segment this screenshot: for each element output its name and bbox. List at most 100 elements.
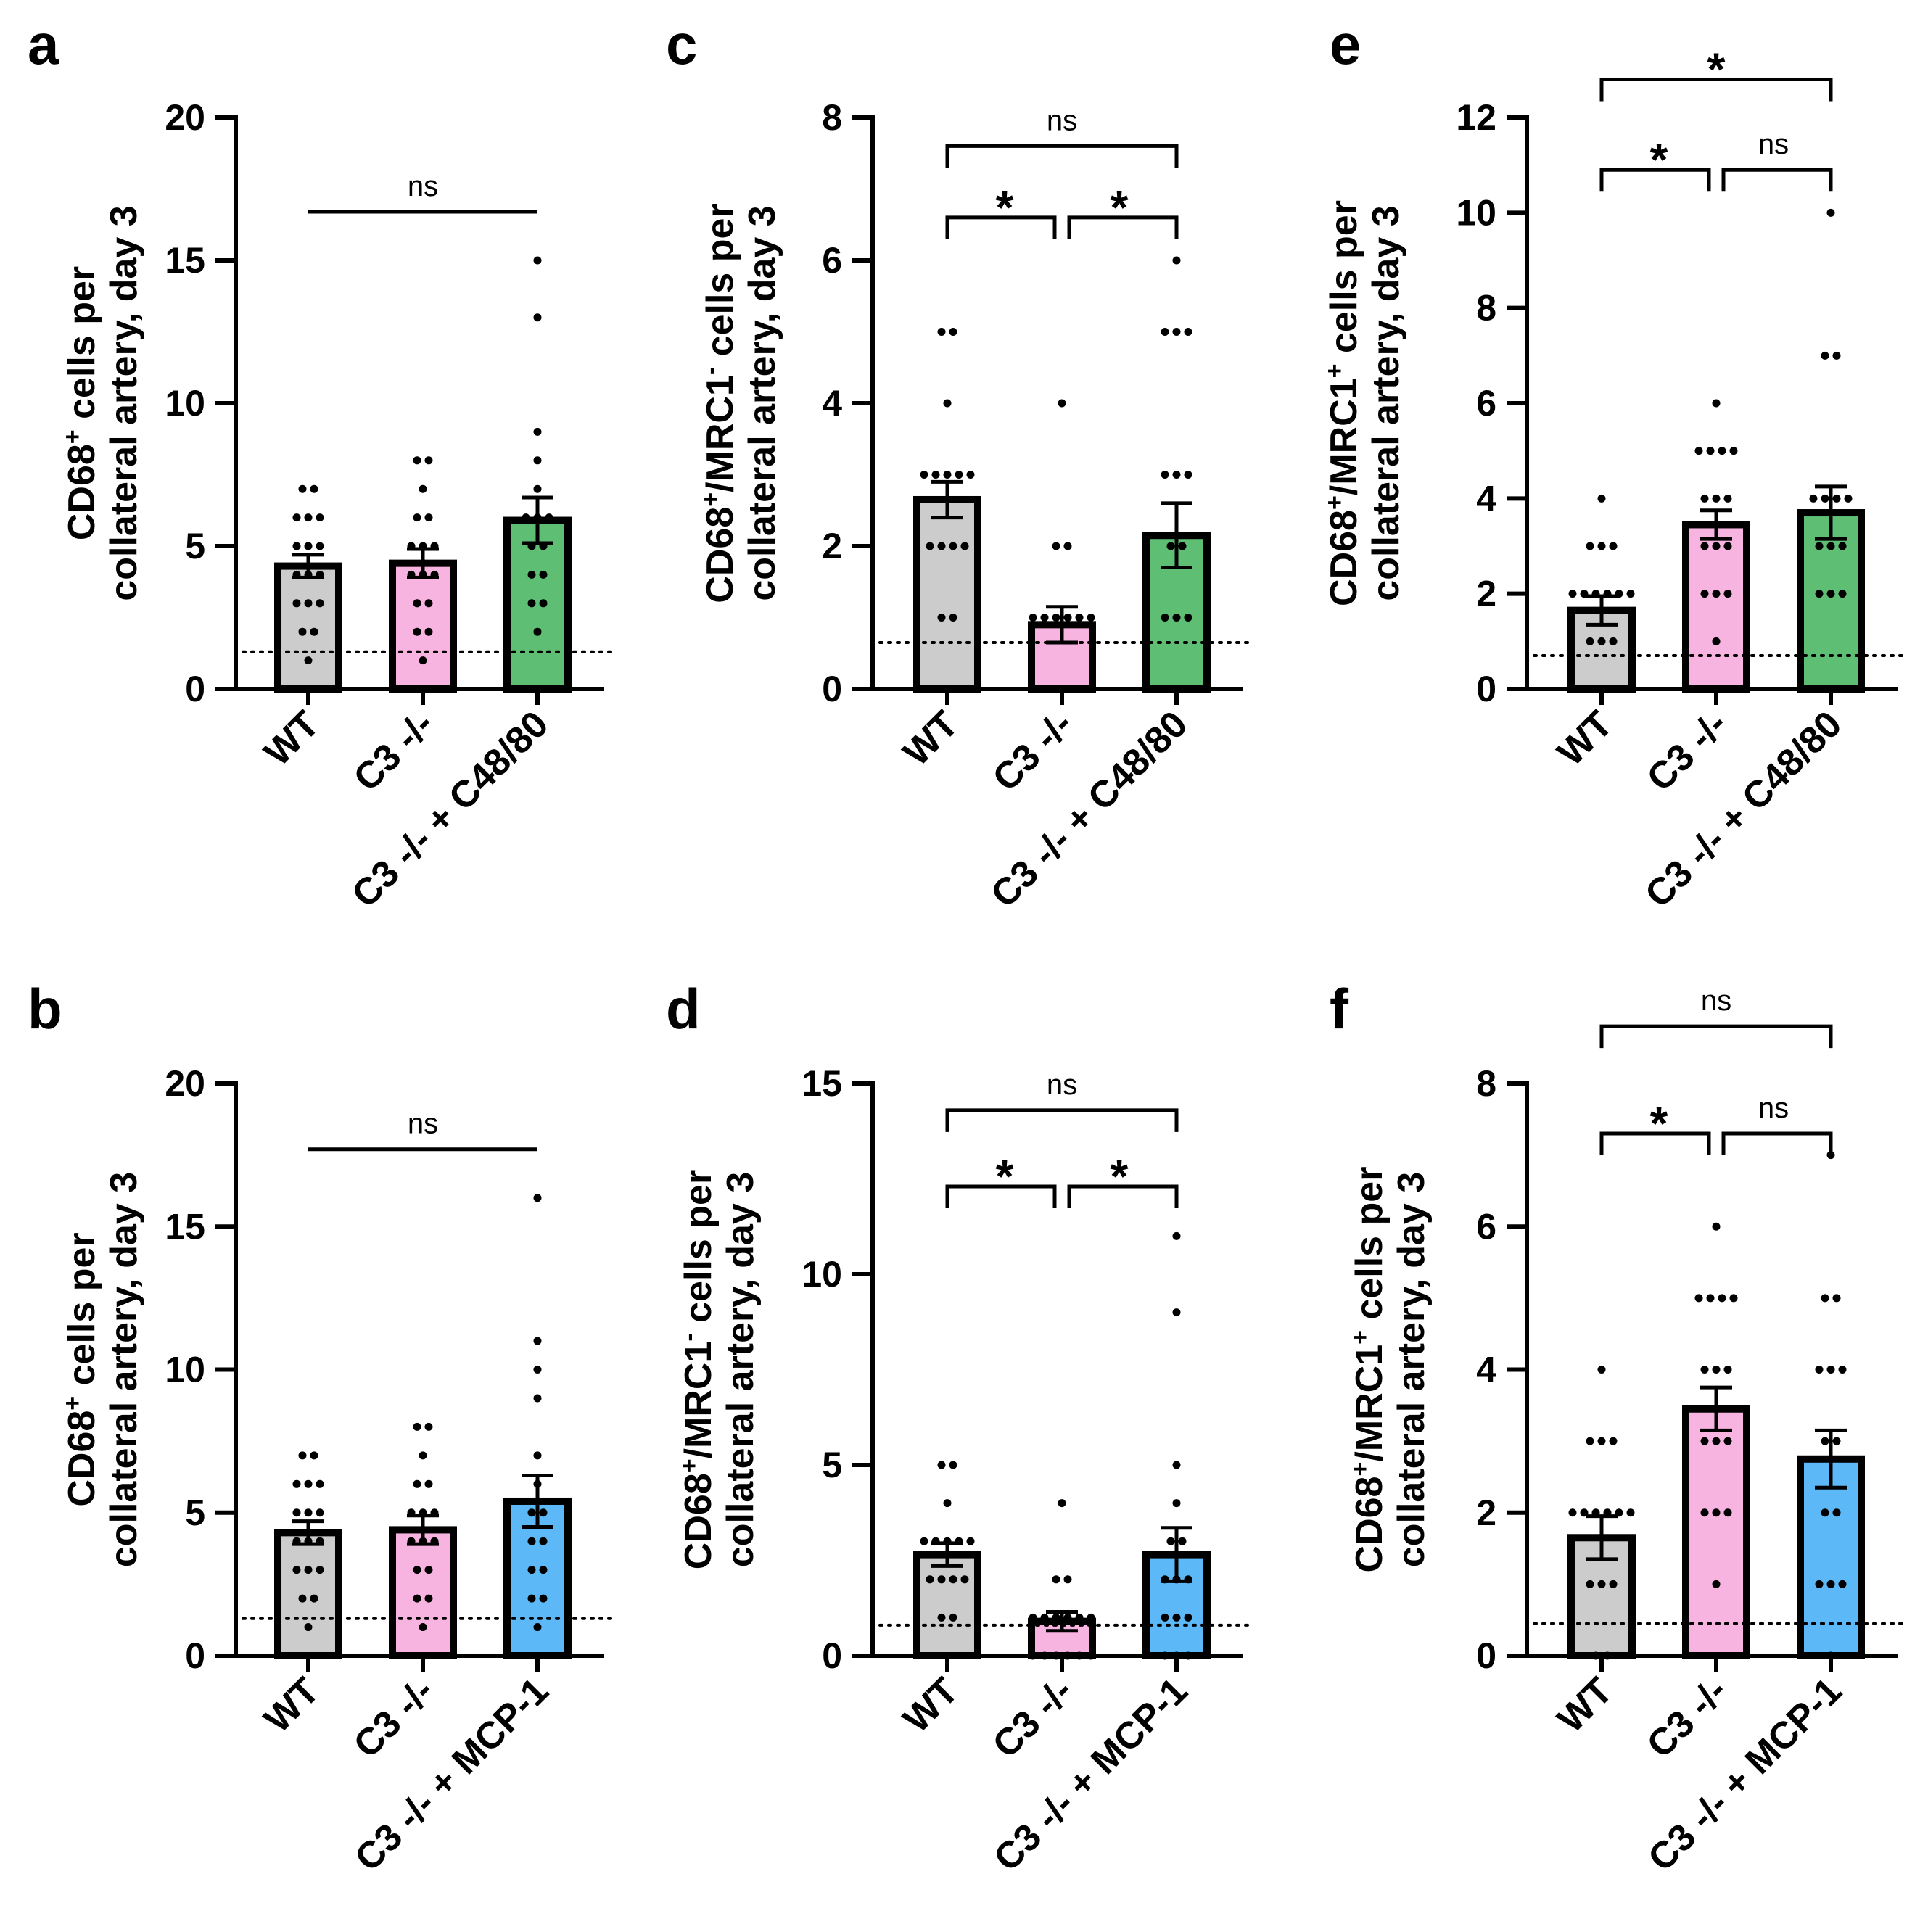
data-point [1184,1613,1192,1622]
data-point [1826,208,1835,217]
y-label-line-1: CD68+/MRC1+ cells per [1321,200,1365,606]
data-point [1626,1508,1635,1517]
data-point [413,513,421,522]
category-label: C3 -/- + MCP-1 [1640,1669,1850,1879]
data-point [1178,542,1187,550]
data-point [533,1337,542,1345]
y-tick-label: 4 [822,383,842,424]
y-tick-label: 10 [165,383,205,424]
data-point [298,1451,307,1460]
data-point [1712,542,1721,550]
y-axis-label: CD68+/MRC1+ cells percollateral artery, … [1346,1167,1433,1573]
data-point [1821,1294,1829,1303]
data-point [949,1575,957,1584]
bar-2 [389,559,457,693]
superscript: + [1346,1462,1374,1477]
data-point [1161,1613,1169,1622]
data-point [533,1451,542,1460]
y-axis-label: CD68+/MRC1+ cells percollateral artery, … [1321,200,1407,606]
data-point [424,513,433,522]
data-point [533,1194,542,1202]
y-tick-label: 8 [1476,288,1496,329]
data-point [1161,471,1169,479]
data-point [533,1623,542,1632]
significance-label: ns [408,1108,438,1140]
y-tick-label: 20 [165,97,205,138]
data-point [419,484,427,493]
data-point [1609,542,1618,550]
y-tick-label: 10 [165,1350,205,1390]
bar-2 [1682,1405,1750,1660]
data-point [1172,328,1181,336]
category-label: C3 -/- [1639,703,1736,799]
data-point [292,1479,301,1488]
data-point [1586,1580,1594,1588]
data-point [527,570,536,579]
data-point [533,427,542,436]
data-point [1723,1508,1732,1517]
superscript: - [697,367,725,375]
data-point [1626,590,1635,598]
panel-letter: a [28,12,59,76]
data-point [533,627,542,636]
data-point [1826,590,1835,598]
data-point [527,599,536,608]
data-point [1821,1508,1829,1517]
category-label: C3 -/- [985,1669,1082,1766]
data-point [1832,351,1841,360]
category-label: C3 -/- + MCP-1 [986,1669,1195,1879]
data-point [943,471,952,479]
data-point [424,1479,433,1488]
label-text: cells per [699,203,741,366]
data-point [1826,542,1835,550]
data-point [1597,637,1606,645]
y-tick-label: 8 [1476,1063,1496,1104]
label-text: /MRC1 [1323,378,1365,495]
data-point [1712,637,1721,645]
data-point [1172,1613,1181,1622]
data-point [304,1479,313,1488]
data-point [527,1594,536,1603]
data-point [304,656,313,665]
data-point [1172,471,1181,479]
label-text: CD68 [61,444,103,540]
data-point [1075,1613,1084,1622]
data-point [304,599,313,608]
data-point [1597,542,1606,550]
data-point [1815,1366,1824,1374]
data-point [527,1508,536,1517]
data-point [1172,256,1181,265]
y-label-line-2: collateral artery, day 3 [1391,1172,1433,1567]
data-point [937,328,946,336]
superscript: + [59,429,86,444]
superscript: + [59,1396,86,1411]
y-tick-label: 6 [822,240,842,281]
data-point [1694,1294,1703,1303]
data-point [1586,1437,1594,1445]
data-point [937,542,946,550]
data-point [545,513,553,522]
data-point [1723,542,1732,550]
data-point [1821,1437,1829,1445]
significance-bracket [945,1184,1057,1209]
y-axis-label: CD68+ cells percollateral artery, day 3 [59,1172,145,1567]
bar-1 [274,562,342,693]
data-point [304,513,313,522]
y-tick-label: 12 [1456,97,1496,138]
label-text: /MRC1 [677,1342,720,1459]
data-point [949,1613,957,1622]
category-label: C3 -/- + MCP-1 [347,1669,556,1879]
data-point [1063,542,1072,550]
label-text: cells per [61,266,103,429]
data-point [1826,1580,1835,1588]
data-point [1729,447,1738,455]
significance-bracket [1599,1024,1833,1049]
y-tick-label: 0 [1476,669,1496,709]
panel-d: d 0 5 10 15 WT C3 -/-C3 -/- + MCP-1 CD68+/MRC1-… [666,977,1256,1880]
significance-bracket [945,215,1057,239]
y-label-line-2: collateral artery, day 3 [103,205,145,600]
significance-label: ns [1701,985,1731,1017]
data-point [1700,590,1709,598]
